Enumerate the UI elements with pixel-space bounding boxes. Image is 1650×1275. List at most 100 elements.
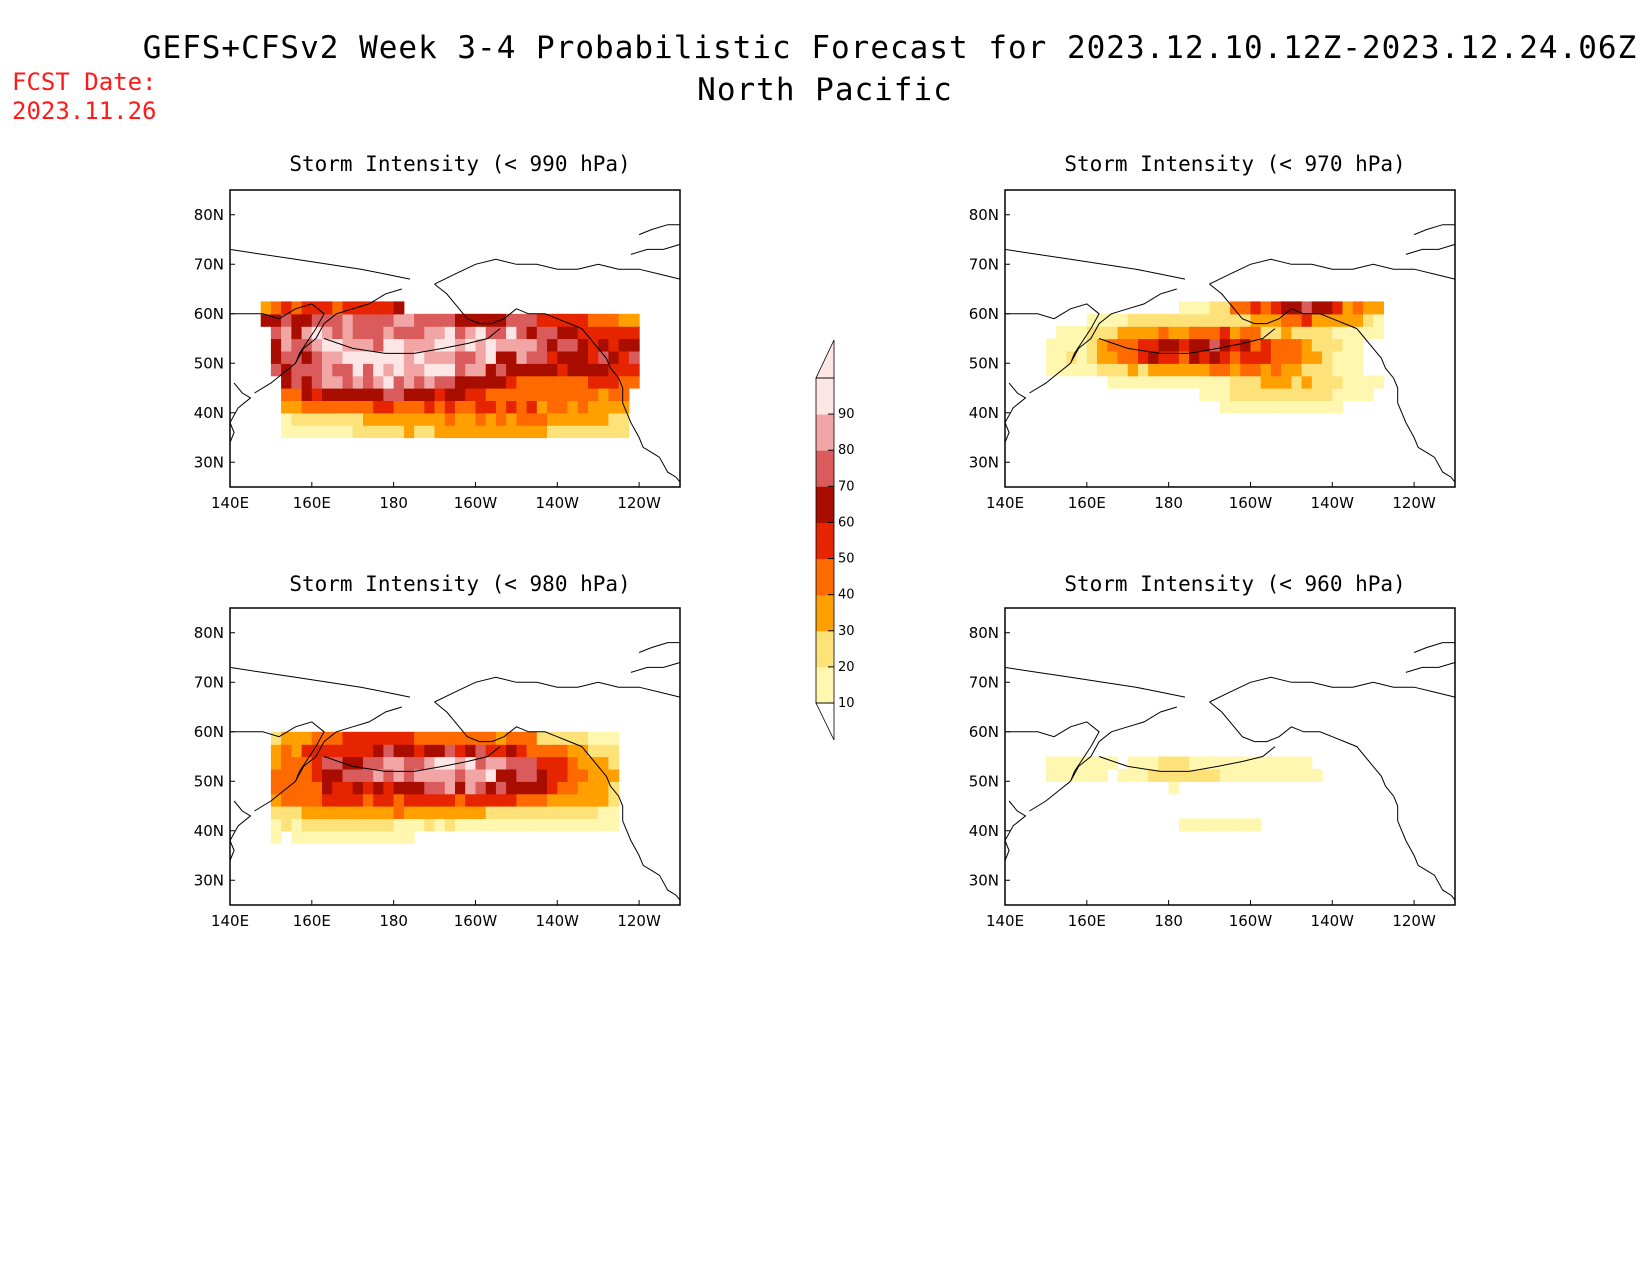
probability-cell: [1158, 326, 1170, 340]
coastline: [1029, 362, 1071, 394]
probability-cell: [322, 338, 333, 352]
probability-cell: [1363, 388, 1374, 401]
coastline: [1209, 676, 1456, 703]
probability-cell: [567, 731, 579, 745]
probability-cell: [1097, 768, 1108, 782]
probability-cell: [516, 388, 528, 401]
probability-cell: [1301, 313, 1313, 327]
probability-cell: [1219, 375, 1231, 389]
probability-cell: [1138, 338, 1149, 352]
probability-cell: [577, 400, 589, 414]
probability-cell: [1189, 818, 1200, 832]
probability-cell: [526, 350, 538, 364]
probability-cell: [363, 412, 374, 426]
probability-cell: [363, 363, 374, 377]
probability-cell: [485, 400, 497, 414]
colorbar-label: 20: [838, 660, 855, 675]
lat-tick-label: 30N: [194, 871, 224, 889]
probability-cell: [475, 781, 487, 795]
probability-cell: [281, 756, 292, 770]
coastline: [229, 800, 252, 861]
probability-cell: [403, 388, 415, 401]
probability-cell: [1178, 363, 1190, 377]
probability-cell: [332, 830, 344, 844]
probability-cell: [588, 768, 599, 782]
probability-cell: [1332, 400, 1344, 414]
lon-tick-label: 160E: [293, 912, 331, 930]
probability-cell: [311, 768, 323, 782]
map-panel-2: 140E 160E 180 160W 140W 120W 80N 70N 60N 50N 40N 30…: [194, 607, 681, 930]
probability-cell: [363, 326, 374, 340]
probability-cell: [485, 781, 497, 795]
lon-tick-label: 140W: [1311, 912, 1355, 930]
probability-cell: [526, 731, 538, 745]
probability-cell: [1066, 350, 1078, 364]
coastline: [1405, 243, 1456, 255]
probability-cell: [1178, 756, 1190, 770]
probability-cell: [363, 375, 374, 389]
probability-cell: [628, 350, 640, 364]
probability-cell: [383, 301, 395, 315]
panel-title-990: Storm Intensity (< 990 hPa): [289, 152, 631, 176]
probability-cell: [291, 756, 303, 770]
probability-cell: [465, 326, 476, 340]
probability-cell: [1097, 326, 1108, 340]
probability-cell: [547, 768, 558, 782]
probability-cell: [311, 425, 323, 439]
probability-cell: [1209, 818, 1221, 832]
probability-cell: [475, 768, 487, 782]
probability-cell: [567, 350, 579, 364]
coastline: [1029, 780, 1071, 812]
probability-cell: [465, 768, 476, 782]
probability-cell: [352, 350, 364, 364]
probability-cell: [455, 375, 466, 389]
probability-cell: [1107, 375, 1119, 389]
probability-cell: [1281, 350, 1292, 364]
probability-cell: [526, 338, 538, 352]
probability-cell: [608, 388, 620, 401]
probability-cell: [373, 793, 384, 807]
probability-cell: [352, 412, 364, 426]
probability-cell: [270, 756, 282, 770]
probability-cell: [1250, 400, 1262, 414]
probability-cell: [536, 412, 548, 426]
probability-cell: [1209, 363, 1221, 377]
probability-cell: [291, 744, 303, 758]
probability-cell: [414, 781, 425, 795]
probability-cell: [455, 744, 466, 758]
colorbar-segment: [816, 666, 834, 704]
probability-cell: [485, 326, 497, 340]
probability-cell: [1066, 756, 1078, 770]
probability-cell: [291, 326, 303, 340]
probability-cell: [403, 781, 415, 795]
probability-cell: [444, 313, 456, 327]
probability-cell: [1168, 338, 1180, 352]
probability-cell: [1086, 338, 1098, 352]
coastline: [1004, 382, 1027, 443]
probability-cell: [393, 350, 405, 364]
probability-cell: [342, 350, 354, 364]
probability-cell: [1168, 756, 1180, 770]
probability-cell: [1199, 818, 1211, 832]
probability-cell: [352, 793, 364, 807]
lon-tick-label: 180: [379, 912, 408, 930]
probability-cell: [444, 731, 456, 745]
probability-cell: [475, 731, 487, 745]
probability-cell: [363, 388, 374, 401]
lat-tick-label: 50N: [194, 354, 224, 372]
probability-cell: [383, 830, 395, 844]
probability-cell: [342, 425, 354, 439]
probability-cell: [373, 400, 384, 414]
colorbar-label: 80: [838, 443, 855, 458]
probability-cell: [1270, 363, 1282, 377]
probability-cell: [598, 806, 609, 819]
probability-cell: [506, 781, 517, 795]
probability-cell: [414, 338, 425, 352]
probability-cell: [1148, 326, 1159, 340]
probability-cell: [577, 350, 589, 364]
probability-cell: [393, 326, 405, 340]
probability-cell: [373, 781, 384, 795]
probability-cell: [557, 375, 569, 389]
probability-cell: [608, 326, 620, 340]
probability-cell: [1291, 388, 1303, 401]
